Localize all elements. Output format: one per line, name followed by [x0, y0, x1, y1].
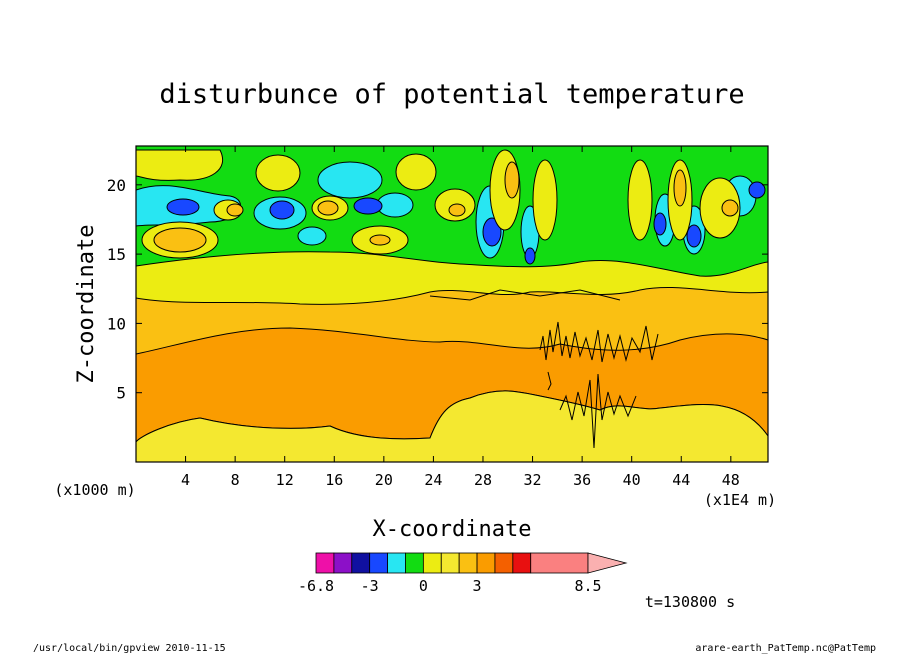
- colorbar-swatch: [351, 552, 371, 574]
- x-tick-label: 48: [722, 471, 740, 489]
- colorbar-tick-label: -6.8: [298, 577, 334, 595]
- x-axis-ticks: 4 8 12 16 20 24 28 32 36 40 44 48: [181, 146, 740, 489]
- x-unit-label: (x1E4 m): [704, 491, 776, 509]
- x-tick-label: 16: [325, 471, 343, 489]
- colorbar: -6.8 -3 0 3 8.5: [298, 552, 628, 595]
- x-tick-label: 20: [375, 471, 393, 489]
- colorbar-swatch: [530, 552, 589, 574]
- colorbar-swatch: [405, 552, 424, 574]
- colorbar-tick-label: 0: [419, 577, 428, 595]
- x-tick-label: 28: [474, 471, 492, 489]
- y-tick-label: 20: [107, 176, 126, 195]
- x-axis-label: X-coordinate: [373, 517, 532, 542]
- y-tick-label: 10: [107, 314, 126, 333]
- footer-left: /usr/local/bin/gpview 2010-11-15: [33, 643, 226, 654]
- y-axis-ticks: 5 10 15 20: [107, 176, 768, 403]
- colorbar-swatch: [458, 552, 478, 574]
- spiky-contours: [429, 289, 659, 449]
- y-tick-label: 15: [107, 245, 126, 264]
- z-unit-label: (x1000 m): [54, 481, 135, 499]
- colorbar-tick-label: -3: [361, 577, 379, 595]
- x-tick-label: 4: [181, 471, 190, 489]
- colorbar-tick-label: 8.5: [574, 577, 601, 595]
- x-tick-label: 24: [424, 471, 442, 489]
- x-tick-label: 36: [573, 471, 591, 489]
- colorbar-tick-label: 3: [473, 577, 482, 595]
- y-axis-label: Z-coordinate: [74, 225, 99, 384]
- x-tick-label: 32: [524, 471, 542, 489]
- chart-title: disturbunce of potential temperature: [159, 79, 744, 110]
- time-label: t=130800 s: [645, 593, 735, 611]
- colorbar-swatch: [512, 552, 532, 574]
- x-tick-label: 12: [276, 471, 294, 489]
- y-tick-label: 5: [116, 384, 126, 403]
- colorbar-extension: [587, 552, 628, 574]
- colorbar-swatch: [440, 552, 460, 574]
- colorbar-swatch: [369, 552, 388, 574]
- contour-plot-area: [136, 146, 768, 462]
- colorbar-swatch: [494, 552, 514, 574]
- x-tick-label: 44: [672, 471, 690, 489]
- colorbar-swatch: [315, 552, 335, 574]
- colorbar-swatch: [333, 552, 353, 574]
- colorbar-swatch: [422, 552, 442, 574]
- band-yellow-0-1.5km: [136, 390, 768, 462]
- x-tick-label: 40: [623, 471, 641, 489]
- colorbar-swatch: [476, 552, 496, 574]
- colorbar-swatch: [387, 552, 406, 574]
- warm-anomaly-layer: [136, 149, 741, 259]
- plot-frame: [135, 145, 769, 463]
- x-tick-label: 8: [231, 471, 240, 489]
- footer-right: arare-earth_PatTemp.nc@PatTemp: [695, 643, 876, 654]
